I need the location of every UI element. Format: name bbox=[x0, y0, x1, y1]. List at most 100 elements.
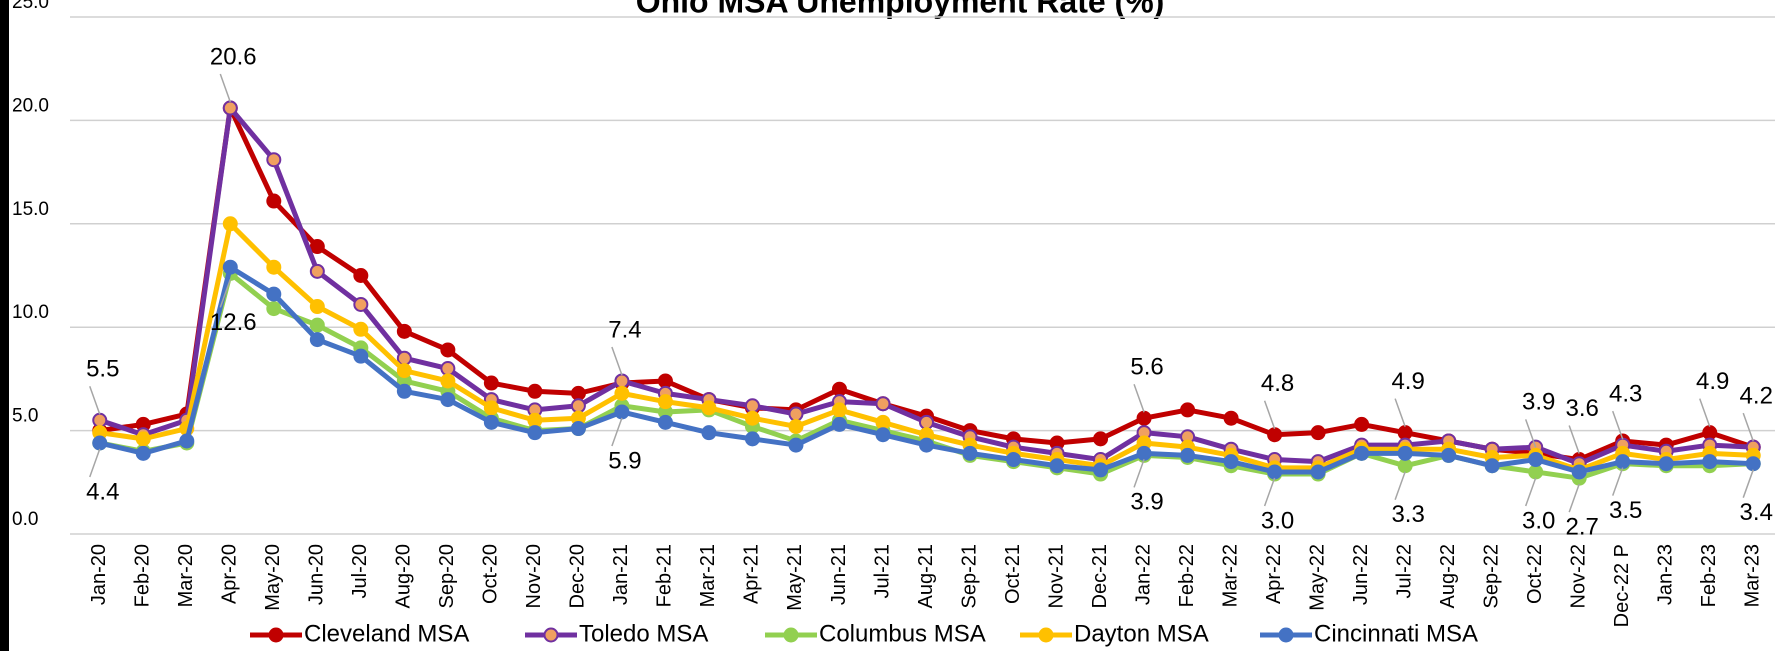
label-leader bbox=[1394, 471, 1406, 501]
point-marker bbox=[1745, 456, 1761, 472]
x-tick-label: Dec-20 bbox=[567, 544, 589, 608]
point-marker bbox=[92, 435, 108, 451]
y-tick-label: 10.0 bbox=[12, 302, 49, 323]
data-label: 3.5 bbox=[1609, 497, 1642, 524]
point-marker bbox=[440, 342, 456, 358]
point-marker bbox=[788, 418, 804, 434]
x-tick-label: Apr-22 bbox=[1263, 544, 1285, 604]
data-label: 3.0 bbox=[1261, 507, 1294, 534]
point-marker bbox=[440, 361, 456, 377]
point-marker bbox=[483, 414, 499, 430]
point-marker bbox=[570, 398, 586, 414]
label-leader bbox=[1394, 398, 1406, 427]
point-marker bbox=[396, 363, 412, 379]
point-marker bbox=[1267, 427, 1283, 443]
point-marker bbox=[962, 445, 978, 461]
x-tick-label: Sep-21 bbox=[958, 544, 980, 609]
point-marker bbox=[744, 410, 760, 426]
point-marker bbox=[440, 373, 456, 389]
point-marker bbox=[1441, 447, 1457, 463]
point-marker bbox=[353, 268, 369, 283]
label-leader bbox=[611, 417, 623, 447]
legend-marker bbox=[543, 627, 559, 643]
label-leader bbox=[1568, 483, 1580, 513]
data-label: 20.6 bbox=[210, 43, 257, 70]
point-marker bbox=[483, 375, 499, 391]
point-marker bbox=[1093, 462, 1109, 478]
x-tick-label: Dec-21 bbox=[1089, 544, 1111, 608]
point-marker bbox=[1354, 416, 1370, 432]
point-marker bbox=[1223, 454, 1239, 470]
label-leader bbox=[1742, 412, 1754, 442]
x-tick-label: Feb-21 bbox=[654, 544, 676, 607]
x-tick-label: Oct-21 bbox=[1002, 544, 1024, 604]
point-marker bbox=[875, 396, 891, 412]
point-marker bbox=[396, 383, 412, 399]
point-marker bbox=[483, 400, 499, 416]
label-leader bbox=[219, 73, 232, 103]
data-label: 3.0 bbox=[1522, 507, 1555, 534]
point-marker bbox=[614, 385, 630, 401]
x-tick-label: Jun-21 bbox=[828, 544, 850, 605]
label-leader bbox=[611, 346, 623, 376]
legend-marker bbox=[268, 627, 284, 643]
point-marker bbox=[614, 373, 630, 389]
x-tick-label: Mar-23 bbox=[1742, 544, 1764, 607]
data-label: 5.9 bbox=[608, 447, 641, 474]
point-marker bbox=[1093, 431, 1109, 447]
point-marker bbox=[614, 404, 630, 420]
point-marker bbox=[657, 414, 673, 430]
point-marker bbox=[1702, 454, 1718, 470]
point-marker bbox=[1484, 458, 1500, 474]
point-marker bbox=[657, 373, 673, 389]
x-tick-label: Jan-20 bbox=[88, 544, 110, 605]
x-tick-label: Jun-22 bbox=[1350, 544, 1372, 605]
point-marker bbox=[266, 259, 282, 275]
data-label: 3.9 bbox=[1522, 389, 1555, 416]
legend-label: Cleveland MSA bbox=[304, 620, 469, 647]
point-marker bbox=[440, 392, 456, 408]
point-marker bbox=[179, 433, 195, 449]
legend-label: Cincinnati MSA bbox=[1314, 620, 1478, 647]
x-tick-label: Mar-21 bbox=[697, 544, 719, 607]
label-leader bbox=[1742, 469, 1754, 498]
y-tick-label: 15.0 bbox=[12, 199, 49, 220]
point-marker bbox=[1310, 425, 1326, 441]
x-tick-label: Nov-22 bbox=[1567, 544, 1589, 608]
label-leader bbox=[1263, 477, 1276, 507]
data-label: 5.5 bbox=[86, 356, 119, 383]
data-label: 12.6 bbox=[210, 309, 257, 336]
y-tick-label: 0.0 bbox=[12, 509, 38, 530]
x-tick-label: Apr-20 bbox=[219, 544, 241, 604]
label-leader bbox=[1611, 467, 1624, 496]
point-marker bbox=[1267, 464, 1283, 480]
data-label: 4.3 bbox=[1609, 380, 1642, 407]
point-marker bbox=[222, 100, 238, 116]
point-marker bbox=[1006, 452, 1022, 468]
x-tick-label: Jan-22 bbox=[1132, 544, 1154, 605]
legend-marker bbox=[1038, 627, 1054, 643]
data-label: 4.4 bbox=[86, 478, 119, 505]
point-marker bbox=[353, 296, 369, 312]
point-marker bbox=[222, 259, 238, 275]
legend-label: Columbus MSA bbox=[819, 620, 986, 647]
point-marker bbox=[1528, 464, 1544, 480]
point-marker bbox=[353, 348, 369, 364]
x-tick-label: Nov-21 bbox=[1045, 544, 1067, 608]
x-tick-label: Jan-23 bbox=[1654, 544, 1676, 605]
label-leader bbox=[1133, 383, 1145, 413]
data-label: 3.6 bbox=[1566, 395, 1599, 422]
x-tick-label: Feb-23 bbox=[1698, 544, 1720, 607]
point-marker bbox=[1180, 447, 1196, 463]
point-marker bbox=[1049, 458, 1065, 474]
point-marker bbox=[527, 425, 543, 441]
data-label: 3.9 bbox=[1130, 489, 1163, 516]
x-tick-label: May-21 bbox=[784, 544, 806, 611]
point-marker bbox=[92, 412, 108, 428]
point-marker bbox=[570, 421, 586, 437]
data-label: 5.6 bbox=[1130, 354, 1163, 381]
x-tick-label: Jun-20 bbox=[306, 544, 328, 605]
data-label: 4.8 bbox=[1261, 370, 1294, 397]
point-marker bbox=[1615, 454, 1631, 470]
